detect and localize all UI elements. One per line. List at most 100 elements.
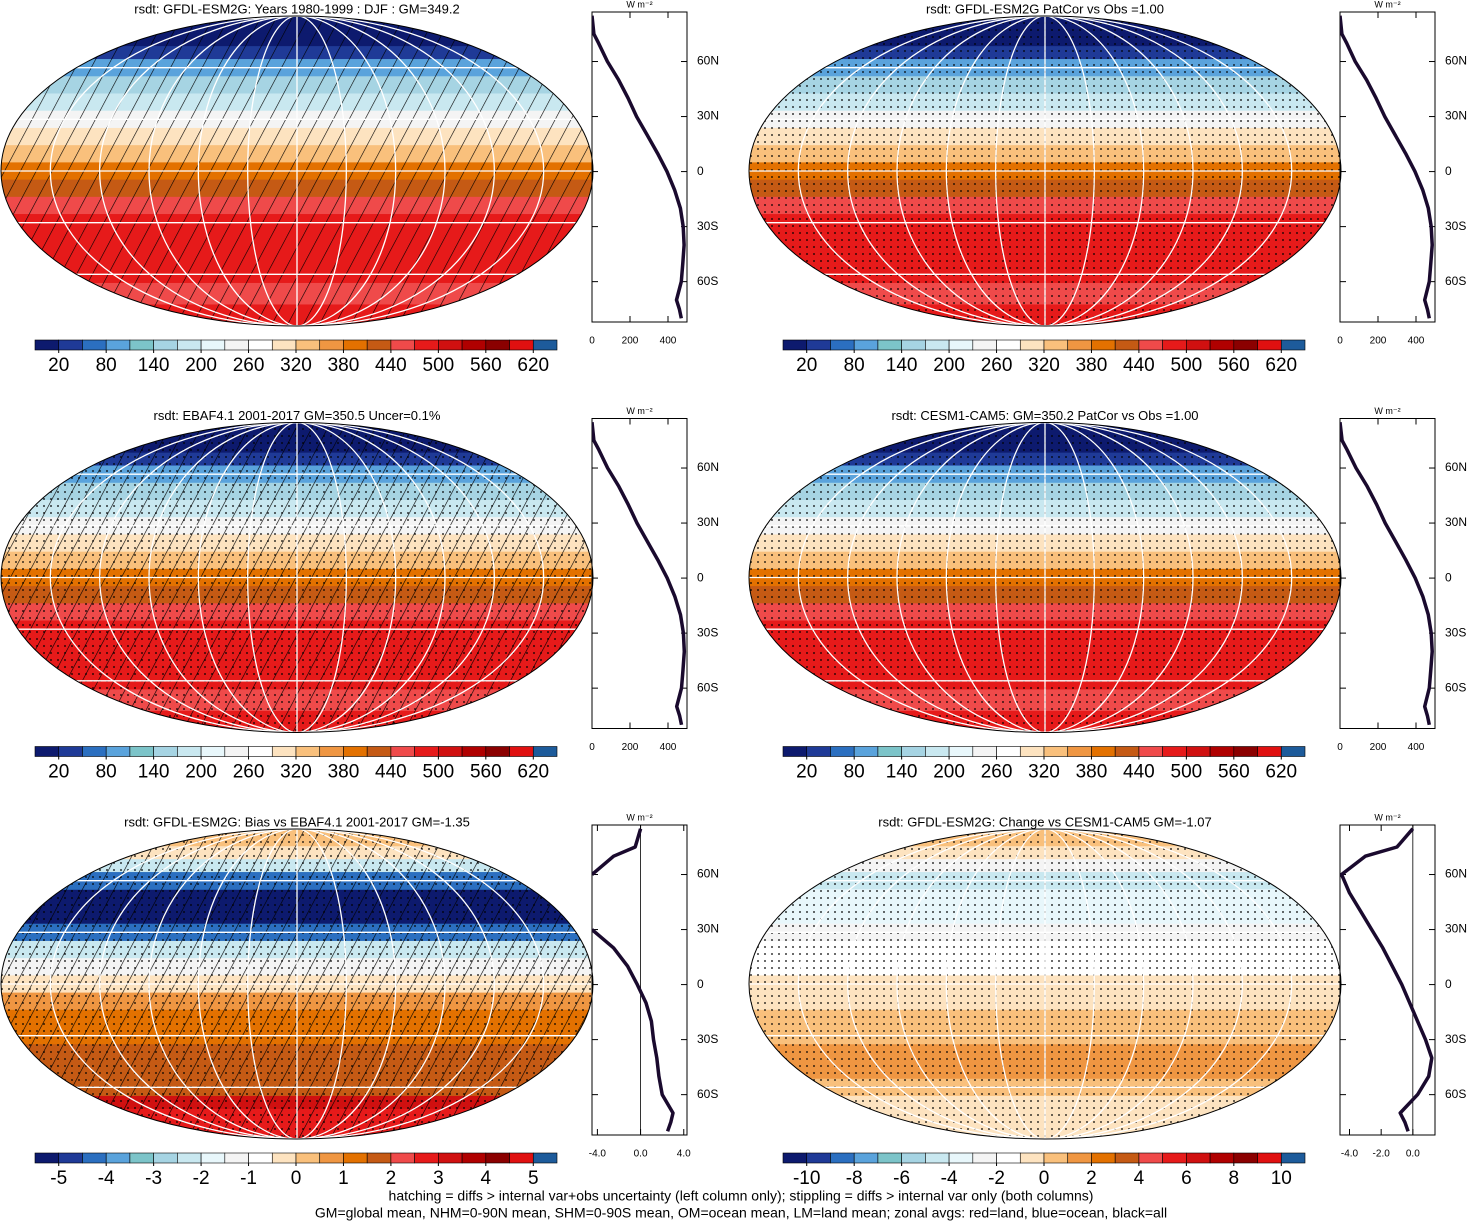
- panel-title: rsdt: EBAF4.1 2001-2017 GM=350.5 Uncer=0…: [154, 408, 441, 423]
- colorbar-label: 2: [1086, 1168, 1097, 1189]
- colorbar-label: 80: [96, 355, 117, 376]
- colorbar-band: [200, 1152, 226, 1164]
- colorbar-label: 260: [981, 762, 1013, 783]
- x-tick-label: 4.0: [677, 1149, 691, 1160]
- y-tick-label: 30N: [697, 109, 719, 123]
- colorbar-label: 2: [386, 1168, 397, 1189]
- x-tick-label: 200: [1370, 336, 1387, 347]
- colorbar-band: [485, 746, 510, 757]
- y-tick-label: 60N: [1445, 867, 1467, 881]
- colorbar-band: [901, 339, 926, 351]
- colorbar-band: [319, 339, 344, 351]
- y-tick-label: 0: [697, 570, 704, 584]
- colorbar-band: [343, 746, 368, 757]
- colorbar-band: [806, 1152, 831, 1164]
- colorbar-band: [129, 1152, 154, 1164]
- colorbar-band: [996, 339, 1021, 351]
- colorbar-band: [1043, 746, 1069, 757]
- y-tick-label: 60N: [1445, 460, 1467, 474]
- colorbar-band: [1233, 746, 1258, 757]
- x-tick-label: 0: [589, 742, 595, 753]
- colorbar-band: [390, 339, 415, 351]
- colorbar-band: [1043, 339, 1069, 351]
- colorbar-band: [366, 746, 392, 757]
- map: [749, 16, 1341, 326]
- colorbar-band: [1019, 339, 1045, 351]
- colorbar-label: -10: [793, 1168, 820, 1189]
- colorbar-label: 560: [470, 762, 502, 783]
- y-tick-label: 0: [697, 977, 704, 991]
- colorbar-band: [248, 1152, 273, 1164]
- colorbar-band: [1209, 339, 1235, 351]
- colorbar-label: 260: [233, 762, 265, 783]
- colorbar-label: -3: [145, 1168, 162, 1189]
- y-tick-label: 30N: [1445, 922, 1467, 936]
- colorbar-label: 260: [981, 355, 1013, 376]
- y-tick-label: 60N: [697, 460, 719, 474]
- colorbar-band: [830, 746, 855, 757]
- x-tick-label: 400: [1408, 742, 1425, 753]
- colorbar-label: 500: [423, 355, 455, 376]
- y-tick-label: 30S: [697, 219, 718, 233]
- colorbar-band: [1067, 339, 1092, 351]
- y-tick-label: 0: [1445, 570, 1452, 584]
- colorbar-band: [461, 746, 487, 757]
- colorbar-band: [390, 1152, 415, 1164]
- y-tick-label: 0: [1445, 977, 1452, 991]
- colorbar-band: [1138, 339, 1163, 351]
- colorbar-label: 620: [517, 762, 549, 783]
- colorbar-band: [1043, 1152, 1069, 1164]
- colorbar-band: [319, 1152, 344, 1164]
- colorbar-band: [1280, 1152, 1306, 1164]
- colorbar-band: [461, 1152, 487, 1164]
- colorbar-label: -5: [50, 1168, 67, 1189]
- colorbar-band: [877, 746, 902, 757]
- colorbar-label: 80: [96, 762, 117, 783]
- colorbar-band: [153, 339, 178, 351]
- colorbar-band: [532, 1152, 558, 1164]
- y-tick-label: 30S: [1445, 625, 1466, 639]
- panel-title: rsdt: GFDL-ESM2G PatCor vs Obs =1.00: [926, 1, 1164, 16]
- colorbar-label: 0: [291, 1168, 302, 1189]
- colorbar-label: 380: [1076, 355, 1108, 376]
- map-outline: [748, 422, 1342, 733]
- panel-title: rsdt: GFDL-ESM2G: Years 1980-1999 : DJF …: [134, 1, 460, 16]
- colorbar-band: [438, 746, 463, 757]
- colorbar-band: [271, 746, 297, 757]
- x-tick-label: 400: [660, 336, 677, 347]
- map: [1, 829, 593, 1139]
- y-tick-label: 60N: [697, 867, 719, 881]
- colorbar-band: [438, 1152, 463, 1164]
- colorbar-band: [200, 746, 226, 757]
- footnote: GM=global mean, NHM=0-90N mean, SHM=0-90…: [315, 1205, 1167, 1221]
- colorbar-label: 620: [517, 355, 549, 376]
- colorbar-band: [1162, 1152, 1187, 1164]
- colorbar-band: [1233, 1152, 1258, 1164]
- colorbar-band: [295, 339, 321, 351]
- colorbar-band: [58, 746, 83, 757]
- panel-title: rsdt: GFDL-ESM2G: Bias vs EBAF4.1 2001-2…: [124, 814, 470, 829]
- colorbar-label: 380: [328, 355, 360, 376]
- colorbar-band: [1091, 746, 1116, 757]
- colorbar-band: [153, 746, 178, 757]
- colorbar-band: [105, 746, 131, 757]
- footnote: hatching = diffs > internal var+obs unce…: [389, 1188, 1094, 1204]
- panel-title: rsdt: CESM1-CAM5: GM=350.2 PatCor vs Obs…: [891, 408, 1198, 423]
- colorbar-label: 6: [1181, 1168, 1192, 1189]
- zonal-mean-line: [592, 422, 687, 726]
- colorbar-band: [34, 746, 60, 757]
- y-tick-label: 30N: [697, 922, 719, 936]
- colorbar-label: 0: [1039, 1168, 1050, 1189]
- colorbar-band: [1019, 746, 1045, 757]
- colorbar-band: [532, 746, 558, 757]
- map-outline: [0, 15, 594, 327]
- colorbar-label: -6: [893, 1168, 910, 1189]
- colorbar-band: [34, 339, 60, 351]
- colorbar-band: [1067, 1152, 1092, 1164]
- colorbar-label: 200: [933, 355, 965, 376]
- colorbar-band: [1019, 1152, 1045, 1164]
- map-outline: [748, 828, 1342, 1140]
- colorbar-band: [414, 339, 439, 351]
- colorbar-label: 1: [338, 1168, 349, 1189]
